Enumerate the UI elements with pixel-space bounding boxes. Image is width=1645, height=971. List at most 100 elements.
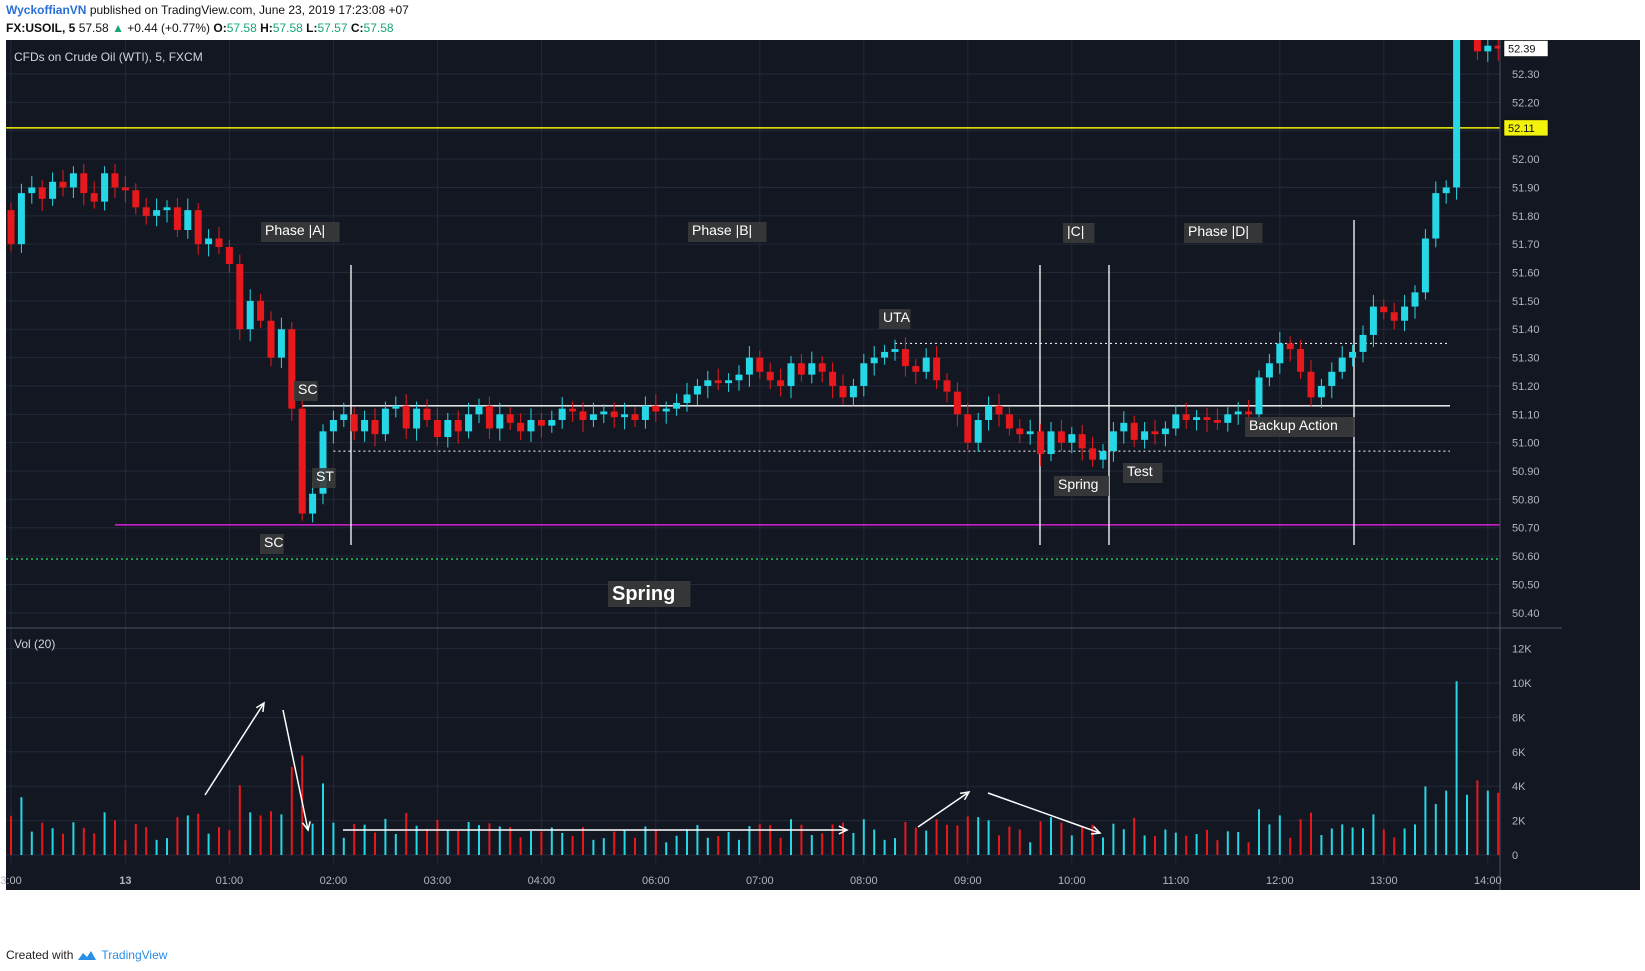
candle-up	[1484, 45, 1492, 52]
candle-up	[621, 414, 629, 418]
price-tick-label: 51.30	[1512, 353, 1540, 365]
candle-down	[1057, 431, 1065, 443]
time-tick-label: 06:00	[642, 875, 670, 887]
price-tick-label: 52.00	[1512, 154, 1540, 166]
candle-down	[517, 422, 525, 432]
candle-up	[1421, 238, 1429, 293]
author-link[interactable]: WyckoffianVN	[6, 3, 87, 17]
candle-up	[17, 193, 25, 245]
volume-tick-label: 2K	[1512, 816, 1526, 828]
candle-up	[1317, 385, 1325, 398]
candle-down	[194, 210, 202, 245]
candle-down	[236, 264, 244, 330]
candle-up	[309, 493, 317, 514]
candle-down	[933, 357, 941, 381]
candle-up	[641, 405, 649, 420]
candle-down	[1089, 448, 1097, 460]
candle-down	[1005, 414, 1013, 429]
time-tick-label: 14:00	[1474, 875, 1502, 887]
up-arrow-icon: ▲	[112, 21, 124, 35]
st-label-box	[312, 468, 336, 488]
candle-up	[1193, 417, 1201, 420]
candle-down	[298, 408, 306, 514]
candle-down	[1380, 306, 1388, 313]
candle-down	[1182, 414, 1190, 420]
candle-up	[1120, 422, 1128, 432]
candle-up	[1338, 357, 1346, 372]
candle-up	[548, 419, 556, 426]
candle-down	[225, 247, 233, 265]
candle-up	[1349, 351, 1357, 358]
candle-down	[839, 385, 847, 398]
tradingview-link[interactable]: TradingView	[101, 948, 168, 962]
uta-label: UTA	[883, 309, 911, 325]
candle-up	[49, 181, 57, 199]
candle-up	[361, 419, 369, 432]
price-chart[interactable]: 52.3052.2052.1052.0051.9051.8051.7051.60…	[0, 40, 1645, 942]
candle-down	[912, 366, 920, 372]
candle-down	[818, 363, 826, 372]
phase-c-label: |C|	[1067, 223, 1084, 239]
spring-small-label-box	[1054, 476, 1110, 496]
phase-d-label: Phase |D|	[1188, 223, 1249, 239]
current-price-badge: 52.39	[1508, 44, 1536, 56]
candle-up	[881, 351, 889, 358]
candle-down	[1245, 411, 1253, 415]
candle-up	[1234, 411, 1242, 415]
phase-b-label: Phase |B|	[692, 222, 752, 238]
candle-up	[974, 419, 982, 443]
candle-down	[1078, 434, 1086, 449]
resistance-price-badge-box	[1503, 119, 1549, 137]
candle-down	[371, 419, 379, 435]
price-tick-label: 51.20	[1512, 381, 1540, 393]
candle-down	[829, 371, 837, 386]
candle-down	[995, 405, 1003, 415]
candle-down	[257, 300, 265, 321]
candlestick-series	[7, 40, 1502, 523]
price-change: +0.44 (+0.77%)	[127, 21, 211, 35]
test-label: Test	[1127, 463, 1153, 479]
candle-down	[1494, 45, 1502, 49]
candle-up	[1369, 306, 1377, 335]
candle-down	[964, 414, 972, 443]
high-label: H:	[260, 21, 273, 35]
candle-up	[101, 173, 109, 202]
candle-down	[766, 371, 774, 381]
chart-title: CFDs on Crude Oil (WTI), 5, FXCM	[14, 50, 203, 64]
time-tick-label: 04:00	[528, 875, 556, 887]
candle-up	[704, 380, 712, 386]
publish-text: published on TradingView.com, June 23, 2…	[89, 3, 409, 17]
time-tick-label: 08:00	[850, 875, 878, 887]
candle-up	[683, 394, 691, 403]
candle-down	[1297, 349, 1305, 372]
candle-down	[267, 320, 275, 358]
candle-up	[985, 405, 993, 420]
phase-d-label-box	[1184, 223, 1263, 243]
time-tick-label: 11:00	[1162, 875, 1189, 887]
candle-down	[1037, 431, 1045, 455]
candle-up	[662, 408, 670, 412]
level-lines	[6, 127, 1500, 560]
candle-down	[610, 411, 618, 418]
candle-up	[808, 363, 816, 375]
current-price-badge-box	[1503, 40, 1549, 57]
axes: 52.3052.2052.1052.0051.9051.8051.7051.60…	[0, 40, 1562, 890]
candle-up	[184, 210, 192, 230]
candle-down	[80, 173, 88, 194]
candle-up	[1099, 451, 1107, 460]
candle-up	[1255, 377, 1263, 415]
candle-up	[277, 329, 285, 358]
price-tick-label: 50.50	[1512, 579, 1540, 591]
candle-down	[288, 329, 296, 409]
close-label: C:	[350, 21, 364, 35]
candle-up	[1411, 292, 1419, 307]
open-value: 57.58	[226, 21, 257, 35]
last-price: 57.58	[78, 21, 109, 35]
candle-up	[1328, 371, 1336, 386]
candle-down	[1016, 428, 1024, 435]
candle-up	[381, 408, 389, 435]
price-tick-label: 50.90	[1512, 466, 1540, 478]
candle-up	[725, 380, 733, 384]
candle-down	[111, 173, 119, 188]
candle-down	[1213, 419, 1221, 423]
